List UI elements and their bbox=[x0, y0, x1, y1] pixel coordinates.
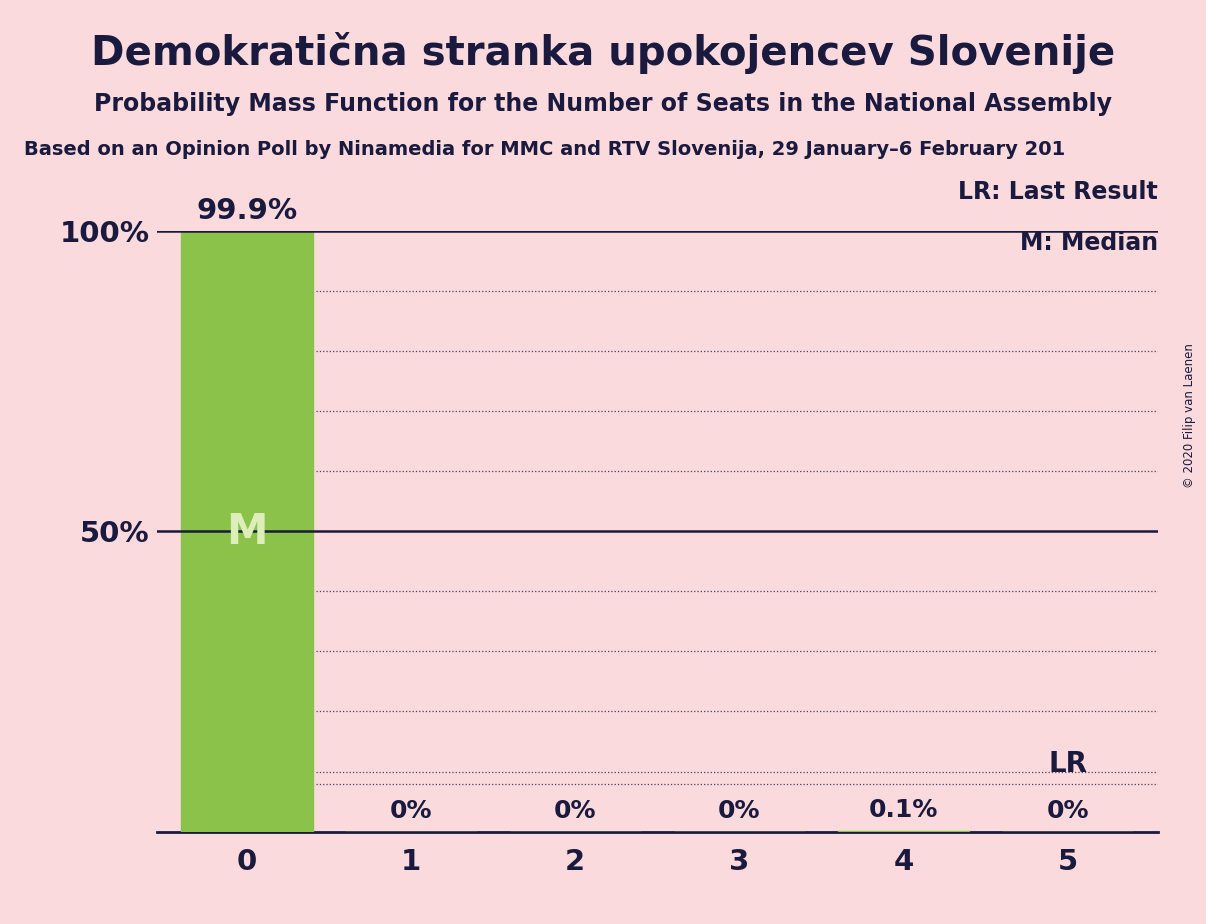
Text: 0%: 0% bbox=[554, 798, 597, 822]
Text: Based on an Opinion Poll by Ninamedia for MMC and RTV Slovenija, 29 January–6 Fe: Based on an Opinion Poll by Ninamedia fo… bbox=[24, 140, 1065, 160]
Text: 0%: 0% bbox=[718, 798, 761, 822]
Text: Demokratična stranka upokojencev Slovenije: Demokratična stranka upokojencev Sloveni… bbox=[90, 32, 1116, 74]
Text: 0.1%: 0.1% bbox=[868, 798, 938, 822]
Text: 0%: 0% bbox=[1047, 798, 1089, 822]
Text: LR: Last Result: LR: Last Result bbox=[958, 180, 1158, 204]
Text: © 2020 Filip van Laenen: © 2020 Filip van Laenen bbox=[1183, 344, 1196, 488]
Text: M: M bbox=[227, 511, 268, 553]
Text: 99.9%: 99.9% bbox=[197, 197, 298, 225]
Bar bbox=[181, 232, 312, 832]
Text: M: Median: M: Median bbox=[1019, 231, 1158, 255]
Text: Probability Mass Function for the Number of Seats in the National Assembly: Probability Mass Function for the Number… bbox=[94, 92, 1112, 116]
Text: LR: LR bbox=[1048, 749, 1087, 778]
Text: 0%: 0% bbox=[390, 798, 433, 822]
